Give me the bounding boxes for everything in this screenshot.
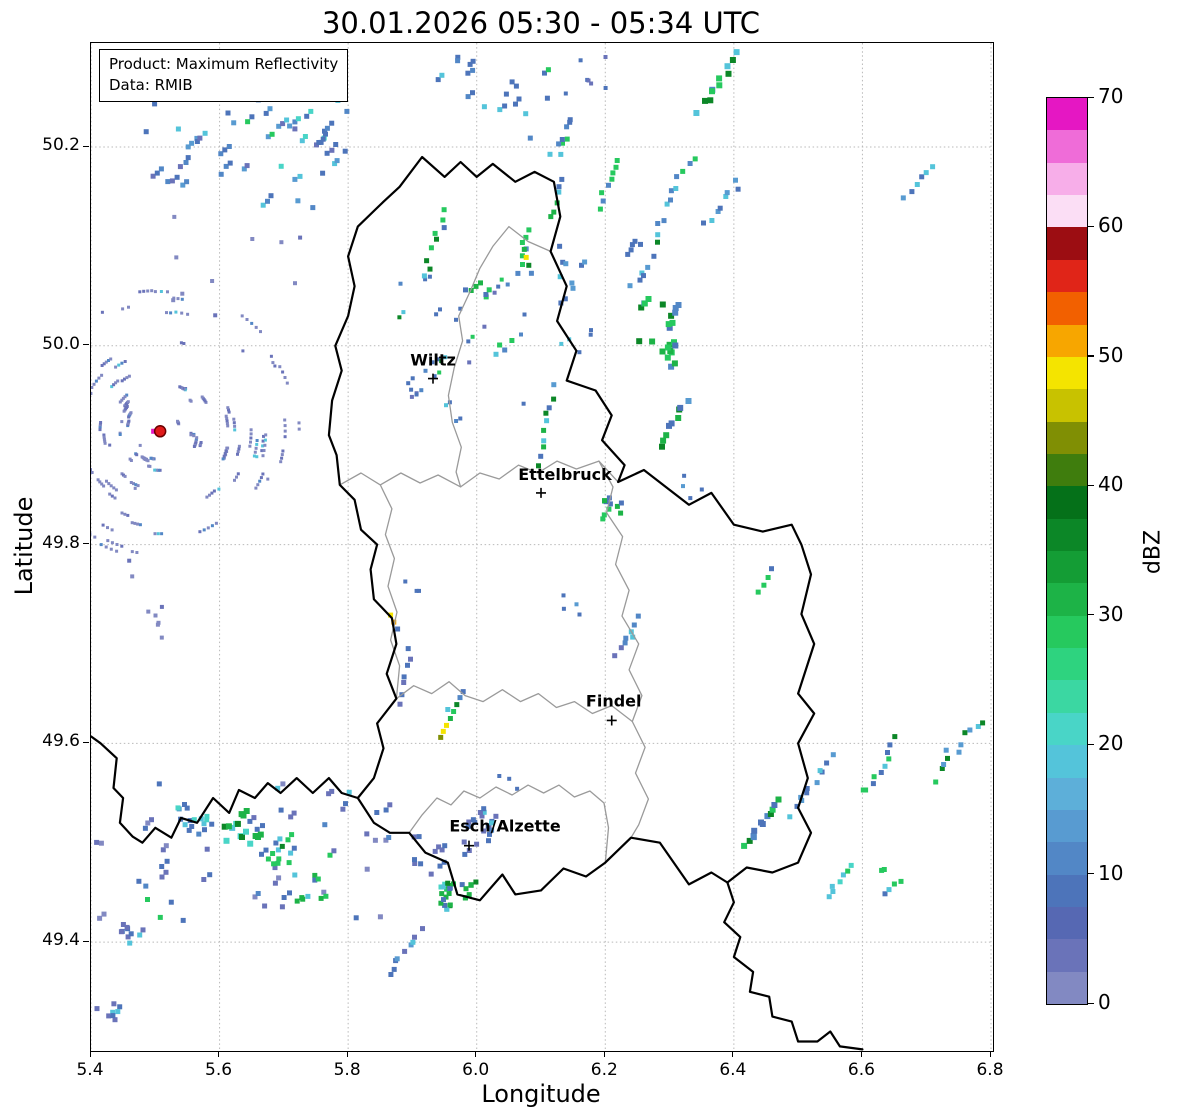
colorbar-segment xyxy=(1047,583,1087,616)
colorbar-segment xyxy=(1047,745,1087,778)
colorbar-tick-label: 10 xyxy=(1098,860,1124,885)
x-tick-mark xyxy=(860,1051,862,1057)
colorbar-segment xyxy=(1047,227,1087,260)
colorbar-tick-mark xyxy=(1088,355,1094,357)
city-label: Findel xyxy=(586,691,642,710)
country-borders xyxy=(91,155,864,1051)
y-tick-label: 49.8 xyxy=(42,532,80,553)
colorbar-segment xyxy=(1047,162,1087,196)
district-borders xyxy=(339,225,650,864)
colorbar-tick-mark xyxy=(1088,225,1094,228)
colorbar-tick-label: 0 xyxy=(1098,990,1111,1014)
y-tick-mark xyxy=(83,145,89,147)
colorbar-segment xyxy=(1047,130,1087,163)
x-tick-mark xyxy=(89,1051,91,1057)
colorbar-tick-label: 60 xyxy=(1098,213,1124,238)
x-tick-label: 5.6 xyxy=(205,1060,233,1080)
radar-map-canvas: Wiltz Ettelbruck Findel Esch/Alzette xyxy=(91,43,993,1051)
grid-lines xyxy=(91,43,993,1051)
colorbar-segment xyxy=(1047,292,1087,325)
map-plot: Wiltz Ettelbruck Findel Esch/Alzette Produc… xyxy=(90,42,994,1052)
y-tick-mark xyxy=(83,741,89,743)
colorbar-segment xyxy=(1047,356,1087,390)
radar-site-marker xyxy=(151,425,167,438)
colorbar-segment xyxy=(1047,939,1087,972)
x-tick-label: 6.8 xyxy=(976,1060,1004,1080)
y-tick-label: 49.6 xyxy=(42,731,80,752)
x-axis-label: Longitude xyxy=(481,1080,601,1108)
colorbar-tick-label: 30 xyxy=(1098,601,1124,626)
colorbar-segment xyxy=(1047,195,1087,228)
x-tick-label: 5.8 xyxy=(333,1060,361,1080)
info-product-line: Product: Maximum Reflectivity xyxy=(109,55,339,73)
x-tick-label: 6.4 xyxy=(719,1060,747,1080)
colorbar-segment xyxy=(1047,324,1087,357)
figure-title: 30.01.2026 05:30 - 05:34 UTC xyxy=(321,6,761,40)
city-plus-marker xyxy=(464,840,475,851)
colorbar-segment xyxy=(1047,98,1087,131)
y-tick-label: 50.0 xyxy=(42,333,80,354)
colorbar-segment xyxy=(1047,777,1087,810)
city-label: Esch/Alzette xyxy=(449,817,561,836)
colorbar xyxy=(1046,97,1088,1005)
colorbar-tick-label: 50 xyxy=(1098,342,1124,367)
colorbar-segment xyxy=(1047,421,1087,454)
colorbar-segment xyxy=(1047,906,1087,940)
y-tick-label: 49.4 xyxy=(42,930,80,951)
info-data-line: Data: RMIB xyxy=(109,76,193,94)
x-tick-mark xyxy=(218,1051,220,1057)
city-plus-marker xyxy=(536,487,547,498)
colorbar-segment xyxy=(1047,680,1087,713)
colorbar-tick-label: 20 xyxy=(1098,731,1124,756)
colorbar-tick-mark xyxy=(1088,743,1094,745)
colorbar-segment xyxy=(1047,874,1087,907)
x-tick-label: 6.0 xyxy=(462,1060,490,1080)
city-label: Wiltz xyxy=(410,351,456,370)
colorbar-tick-mark xyxy=(1088,1002,1094,1004)
x-tick-mark xyxy=(475,1051,477,1057)
y-tick-mark xyxy=(83,344,89,346)
colorbar-tick-mark xyxy=(1088,873,1094,875)
y-tick-mark xyxy=(83,543,89,545)
y-tick-label: 50.2 xyxy=(42,135,80,156)
colorbar-segment xyxy=(1047,712,1087,746)
colorbar-segment xyxy=(1047,971,1087,1005)
colorbar-label: dBZ xyxy=(1140,529,1166,575)
radar-site-dot xyxy=(153,425,167,438)
colorbar-segment xyxy=(1047,518,1087,552)
colorbar-tick-label: 40 xyxy=(1098,472,1124,497)
radar-site-magenta-pixel xyxy=(151,428,157,434)
city-label: Ettelbruck xyxy=(518,465,612,484)
colorbar-segment xyxy=(1047,551,1087,584)
colorbar-segment xyxy=(1047,648,1087,681)
y-tick-mark xyxy=(83,940,89,942)
colorbar-tick-mark xyxy=(1088,484,1094,486)
x-tick-mark xyxy=(603,1051,605,1057)
city-plus-marker xyxy=(606,715,617,726)
radar-echo-layer xyxy=(91,49,986,1023)
city-plus-marker xyxy=(428,373,439,384)
colorbar-tick-mark xyxy=(1088,96,1094,98)
info-box: Product: Maximum Reflectivity Data: RMIB xyxy=(99,49,349,102)
x-tick-mark xyxy=(732,1051,734,1057)
colorbar-segment xyxy=(1047,453,1087,487)
city-markers: Wiltz Ettelbruck Findel Esch/Alzette xyxy=(410,351,642,851)
colorbar-tick-mark xyxy=(1088,614,1094,616)
colorbar-segment xyxy=(1047,809,1087,843)
x-tick-mark xyxy=(346,1051,348,1057)
x-tick-label: 6.2 xyxy=(590,1060,618,1080)
x-tick-mark xyxy=(989,1051,991,1057)
colorbar-segment xyxy=(1047,259,1087,293)
colorbar-segment xyxy=(1047,389,1087,422)
colorbar-segment xyxy=(1047,615,1087,649)
colorbar-segment xyxy=(1047,842,1087,875)
colorbar-tick-label: 70 xyxy=(1098,84,1124,108)
colorbar-segment xyxy=(1047,486,1087,519)
x-tick-label: 6.6 xyxy=(847,1060,875,1080)
x-tick-label: 5.4 xyxy=(76,1060,104,1080)
